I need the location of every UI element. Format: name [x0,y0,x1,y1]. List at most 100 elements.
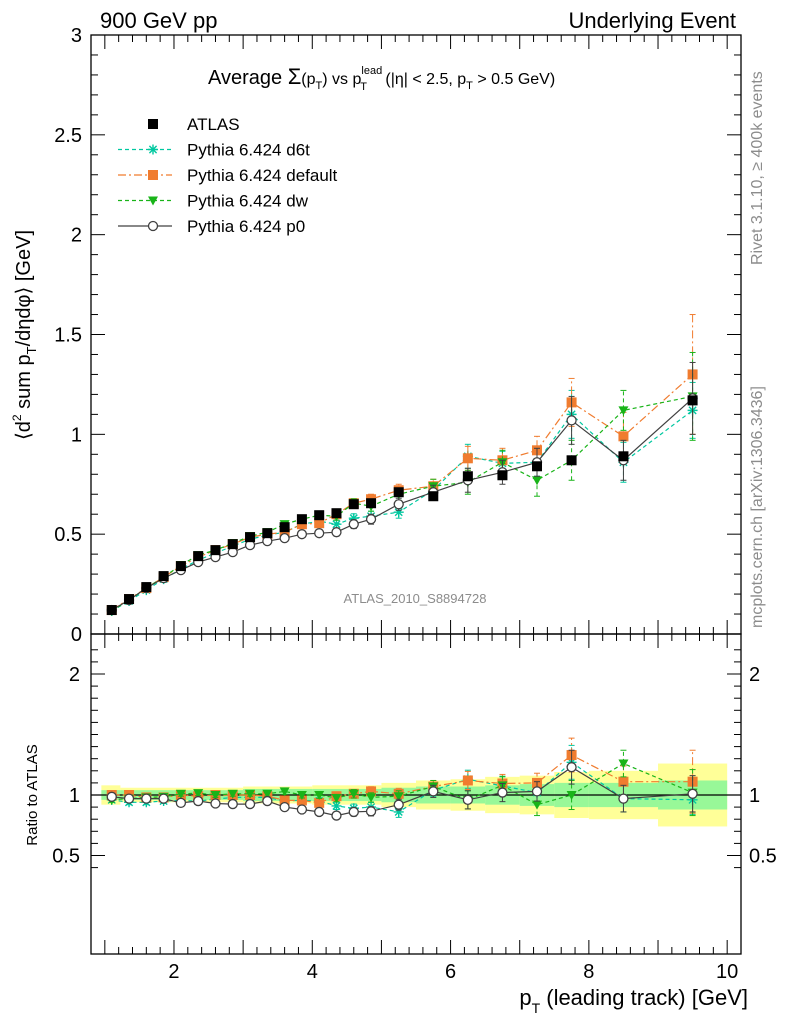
ratio-y-tick-label: 2 [69,664,80,686]
data-point [262,795,273,807]
data-point [618,776,629,787]
data-point [314,510,325,521]
data-point [227,789,238,799]
series-line [111,409,693,612]
main-pythia-6-424-dw [106,351,698,617]
x-tick-label: 6 [445,961,456,983]
data-point [296,791,307,800]
data-point [279,522,290,533]
energy-label: 900 GeV pp [100,8,217,33]
data-point [175,561,186,572]
data-point [428,491,439,502]
legend-marker [147,220,159,232]
main-series [106,314,698,617]
data-point [124,594,135,605]
legend-item: Pythia 6.424 dw [118,192,309,211]
data-point [618,406,629,416]
data-point [106,791,117,802]
data-point [175,797,187,809]
data-point [366,786,377,797]
data-point [532,461,543,472]
data-point [348,789,359,799]
process-label: Underlying Event [568,8,736,33]
data-point [532,476,543,486]
data-point [331,794,342,804]
data-point [393,792,404,802]
data-point [175,789,186,799]
data-point [158,571,169,582]
y-tick-label: 2 [71,225,82,247]
data-point [462,775,473,786]
data-point [210,798,221,809]
legend-marker [148,170,158,180]
data-point [566,415,577,426]
legend-item: Pythia 6.424 p0 [118,217,305,236]
data-point [618,759,629,769]
data-point [366,793,377,803]
data-point [193,795,204,807]
legend-label: Pythia 6.424 p0 [187,217,305,236]
data-point [210,545,221,556]
data-point [566,455,577,466]
data-point [393,806,404,817]
data-point [365,514,377,525]
data-point [566,762,577,773]
data-point [296,529,308,540]
x-tick-label: 4 [307,961,318,983]
ratio-panel [91,737,741,821]
data-point [462,794,474,805]
y-tick-label: 3 [71,25,82,47]
data-point [462,471,473,482]
data-point [279,787,290,797]
data-point [428,786,439,797]
data-point [314,528,325,539]
series-line [111,762,693,806]
data-point [227,539,238,550]
mcplots-label: mcplots.cern.ch [arXiv:1306.3436] [749,386,766,628]
data-point [618,431,629,442]
legend-label: ATLAS [187,115,240,134]
y-tick-label: 2.5 [54,125,82,147]
data-point [393,799,404,810]
data-point [531,786,543,797]
main-y-axis-label: ⟨d2 sum pT/dηdφ⟩ [GeV] [10,230,39,440]
data-point [331,800,342,811]
data-point [687,395,698,406]
analysis-id-label: ATLAS_2010_S8894728 [344,591,487,606]
legend-marker [148,196,158,206]
data-point [245,532,256,543]
data-point [141,793,152,804]
data-point [348,499,359,510]
data-point [106,605,117,616]
ratio-y-tick-label-right: 0.5 [749,846,777,868]
data-point [348,806,359,818]
data-point [314,797,325,808]
legend-label: Pythia 6.424 d6t [187,141,310,160]
data-point [244,798,256,810]
data-point [314,806,325,818]
legend-marker [148,144,158,155]
data-point [331,508,342,519]
data-point [245,789,256,799]
data-point [296,804,308,815]
legend-item: ATLAS [148,115,240,134]
data-point [279,801,290,813]
legend: ATLAS Pythia 6.424 d6t Pythia 6.424 defaul… [118,115,338,236]
ratio-y-tick-label: 0.5 [52,846,80,868]
y-tick-label: 1 [71,424,82,446]
series-line [111,373,693,611]
data-point [331,527,342,538]
legend-label: Pythia 6.424 default [187,166,338,185]
legend-marker [148,119,158,129]
data-point [497,470,508,481]
main-title: Average Σ(pT) vs plead T (|η| < 2.5, pT >… [208,64,555,93]
axes: 2 4 6 8 10 0 0.5 1 1.5 2 2.5 3 0.5 0.5 1 1 2 2 [52,25,777,983]
data-point [393,487,404,498]
data-point [462,453,473,464]
ratio-pythia-6-424-p0 [106,749,698,821]
data-point [618,793,629,804]
legend-label: Pythia 6.424 dw [187,192,309,211]
ratio-y-tick-label-right: 1 [749,785,760,807]
main-pythia-6-424-d6t [106,381,698,617]
